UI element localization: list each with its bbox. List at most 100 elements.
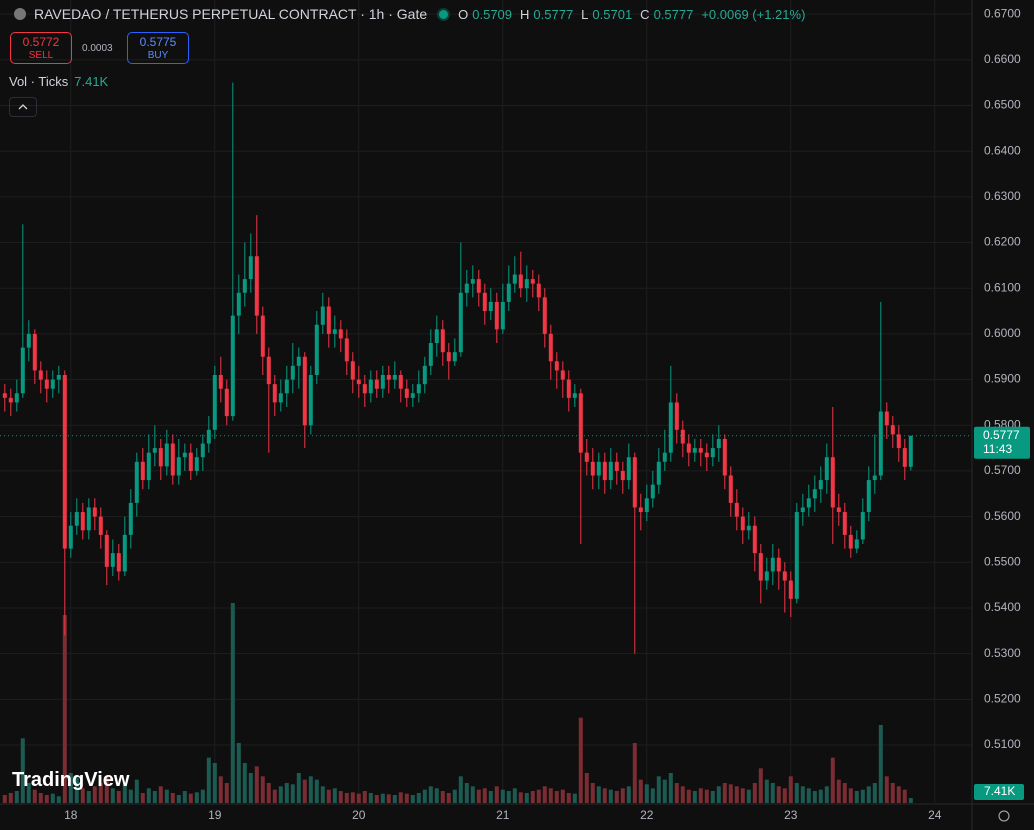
volume-bar: [884, 776, 889, 803]
candle-body: [92, 507, 97, 517]
volume-bar: [20, 738, 25, 803]
buy-button[interactable]: 0.5775 BUY: [127, 32, 189, 64]
candle-body: [908, 435, 913, 467]
volume-bar: [656, 776, 661, 803]
candle-body: [140, 461, 145, 481]
volume-label: Vol · Ticks: [9, 74, 69, 89]
volume-bar: [836, 779, 841, 803]
collapse-button[interactable]: [9, 97, 37, 117]
volume-bar: [554, 791, 559, 803]
volume-bar: [788, 776, 793, 803]
volume-bar: [560, 789, 565, 803]
volume-bar: [158, 786, 163, 803]
last-price-label: 0.5777: [983, 428, 1020, 442]
volume-bar: [260, 776, 265, 803]
candle-body: [896, 434, 901, 449]
y-tick-label: 0.6300: [984, 189, 1021, 203]
volume-bar: [794, 783, 799, 803]
candle-body: [860, 512, 865, 540]
volume-bar: [632, 743, 637, 803]
candle-body: [392, 375, 397, 380]
volume-bar: [722, 783, 727, 803]
candle-body: [542, 297, 547, 334]
candle-body: [44, 379, 49, 389]
volume-bar: [206, 757, 211, 803]
collapse-icon: [18, 104, 28, 110]
y-tick-label: 0.5400: [984, 600, 1021, 614]
candle-body: [104, 534, 109, 567]
candle-body: [200, 443, 205, 458]
candle-body: [698, 448, 703, 453]
candle-body: [398, 375, 403, 389]
candle-body: [314, 324, 319, 376]
candle-body: [536, 283, 541, 298]
volume-bar: [434, 788, 439, 803]
candle-body: [332, 329, 337, 334]
symbol-icon: [14, 8, 26, 20]
candle-body: [578, 393, 583, 453]
volume-bar: [128, 789, 133, 803]
candle-body: [218, 375, 223, 389]
candle-body: [182, 452, 187, 458]
volume-bar: [392, 795, 397, 803]
volume-bar: [608, 789, 613, 803]
volume-bar: [398, 792, 403, 803]
volume-bar: [68, 773, 73, 803]
candle-body: [206, 429, 211, 444]
candle-body: [842, 512, 847, 535]
candle-body: [452, 352, 457, 362]
candle-body: [518, 274, 523, 289]
volume-badge: [974, 784, 1024, 801]
candle-body: [242, 279, 247, 293]
candle-body: [308, 375, 313, 426]
volume-bar: [494, 786, 499, 803]
volume-badge-label: 7.41K: [984, 784, 1015, 798]
volume-bar: [800, 786, 805, 803]
candle-body: [236, 292, 241, 316]
countdown: 11:43: [983, 442, 1012, 456]
volume-bar: [338, 791, 343, 803]
volume-bar: [386, 794, 391, 803]
candle-body: [596, 461, 601, 476]
candle-body: [890, 425, 895, 435]
volume-bar: [626, 786, 631, 803]
sell-button[interactable]: 0.5772 SELL: [10, 32, 72, 64]
volume-bar: [758, 768, 763, 803]
candle-body: [638, 507, 643, 513]
symbol-title[interactable]: RAVEDAO / TETHERUS PERPETUAL CONTRACT · …: [34, 6, 428, 22]
volume-bar: [314, 779, 319, 803]
candle-body: [746, 525, 751, 531]
volume-bar: [170, 793, 175, 803]
candle-body: [788, 580, 793, 599]
volume-bar: [230, 603, 235, 803]
candle-body: [602, 461, 607, 481]
candle-body: [344, 338, 349, 362]
y-tick-label: 0.5300: [984, 646, 1021, 660]
volume-bar: [134, 779, 139, 803]
candle-body: [296, 356, 301, 366]
volume-bar: [734, 786, 739, 803]
candle-body: [446, 352, 451, 362]
candle-body: [476, 279, 481, 293]
volume-bar: [50, 793, 55, 803]
candle-body: [212, 375, 217, 430]
y-tick-label: 0.5500: [984, 554, 1021, 568]
volume-bar: [296, 773, 301, 803]
volume-bar: [302, 779, 307, 803]
volume-bar: [848, 788, 853, 803]
candle-body: [362, 384, 367, 394]
candle-body: [692, 448, 697, 453]
volume-bar: [680, 786, 685, 803]
candle-body: [734, 502, 739, 517]
volume-bar: [248, 773, 253, 803]
volume-bar: [512, 788, 517, 803]
candle-body: [26, 333, 31, 348]
candle-body: [134, 461, 139, 503]
candle-body: [836, 507, 841, 513]
volume-bar: [212, 763, 217, 803]
candle-body: [248, 256, 253, 280]
volume-bar: [830, 757, 835, 803]
volume-bar: [236, 743, 241, 803]
volume-bar: [374, 795, 379, 803]
